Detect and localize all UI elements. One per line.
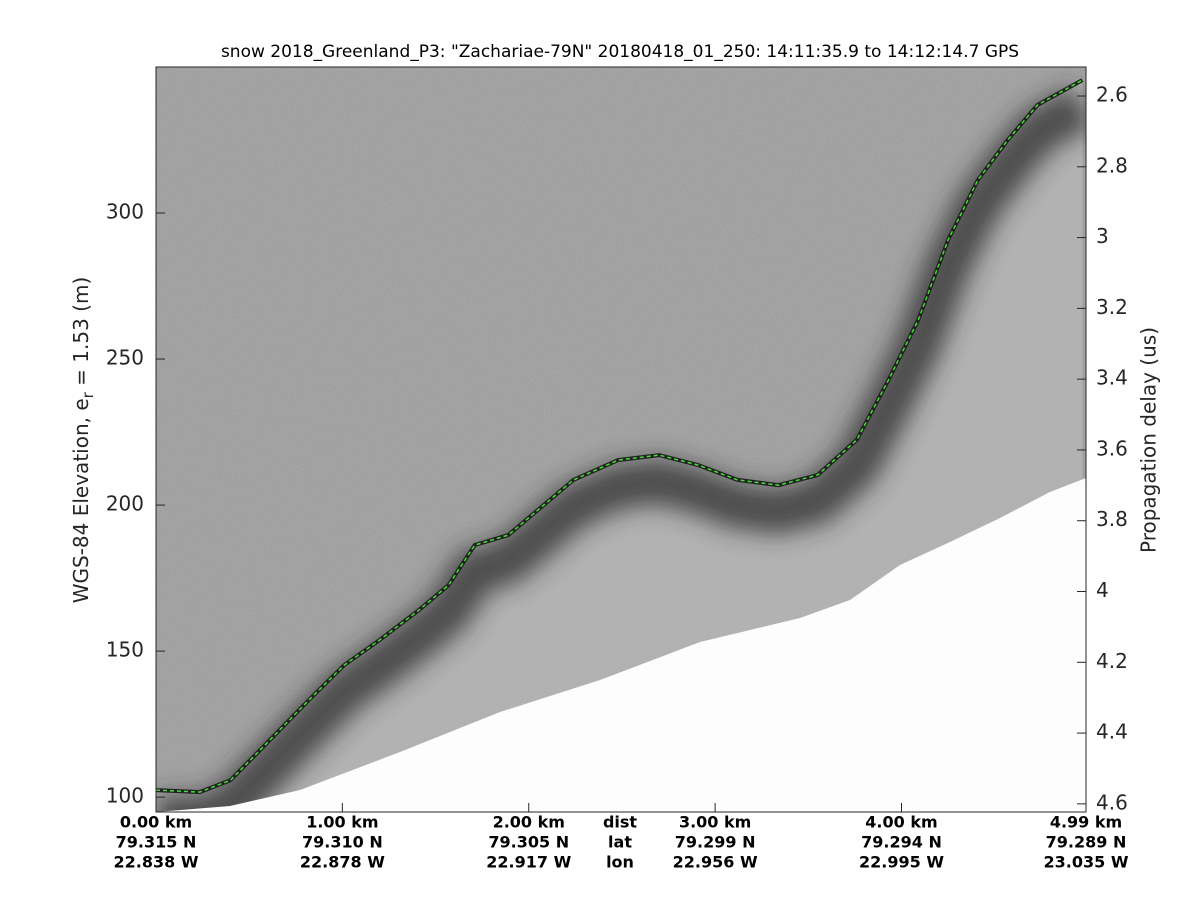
y2-tick-label: 2.6: [1096, 83, 1128, 107]
y-tick-label: 250: [106, 346, 144, 370]
lon-label: 22.956 W: [673, 853, 758, 872]
row-label: lat: [608, 833, 632, 852]
y-axis-label-main: WGS-84 Elevation, e: [69, 398, 93, 603]
surface-pick: [156, 79, 1083, 793]
x-tick-label: 2.00 km: [493, 813, 565, 832]
lon-label: 22.995 W: [859, 853, 944, 872]
y-tick-label: 200: [106, 492, 144, 516]
y2-tick-label: 4.2: [1096, 649, 1128, 673]
y-tick-label: 100: [106, 784, 144, 808]
lat-label: 79.289 N: [1046, 833, 1127, 852]
x-tick-label: 4.99 km: [1050, 813, 1122, 832]
y-axis-label-subscript: r: [79, 391, 97, 398]
chart-title: snow 2018_Greenland_P3: "Zachariae-79N" …: [221, 42, 1019, 62]
y2-tick-label: 3.8: [1096, 507, 1128, 531]
y-tick-label: 150: [106, 638, 144, 662]
lat-label: 79.305 N: [488, 833, 569, 852]
y2-tick-label: 4.6: [1096, 790, 1128, 814]
lon-label: 23.035 W: [1044, 853, 1129, 872]
lon-label: 22.917 W: [486, 853, 571, 872]
y2-tick-label: 3.4: [1096, 366, 1128, 390]
x-tick-label: 0.00 km: [120, 813, 192, 832]
row-label: lon: [606, 853, 634, 872]
lat-label: 79.315 N: [116, 833, 197, 852]
y2-tick-label: 4: [1096, 578, 1109, 602]
subsurface-echo: [156, 85, 1086, 812]
lat-label: 79.299 N: [675, 833, 756, 852]
x-tick-label: 4.00 km: [865, 813, 937, 832]
lon-label: 22.838 W: [114, 853, 199, 872]
x-tick-label: 1.00 km: [306, 813, 378, 832]
lat-label: 79.294 N: [861, 833, 942, 852]
echogram: [156, 67, 1086, 812]
y-tick-label: 300: [106, 200, 144, 224]
plot-frame: [155, 66, 1087, 813]
no-data-region: [156, 478, 1086, 812]
row-label: dist: [603, 813, 637, 832]
y-axis-label-suffix: = 1.53 (m): [69, 277, 93, 392]
y2-axis-label: Propagation delay (us): [1137, 327, 1161, 553]
y-axis-label: WGS-84 Elevation, er = 1.53 (m): [69, 277, 97, 604]
y2-tick-label: 3.2: [1096, 295, 1128, 319]
y2-tick-label: 3: [1096, 224, 1109, 248]
lat-label: 79.310 N: [302, 833, 383, 852]
y2-tick-label: 2.8: [1096, 153, 1128, 177]
y2-tick-label: 4.4: [1096, 720, 1128, 744]
x-tick-label: 3.00 km: [679, 813, 751, 832]
y2-tick-label: 3.6: [1096, 436, 1128, 460]
lon-label: 22.878 W: [300, 853, 385, 872]
